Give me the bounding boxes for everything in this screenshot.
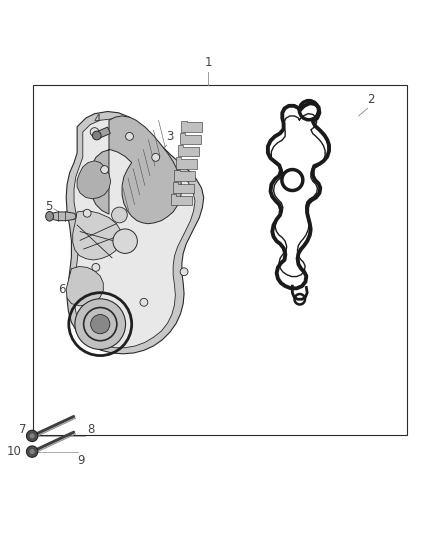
- Polygon shape: [173, 182, 194, 193]
- Circle shape: [29, 449, 35, 455]
- Text: 9: 9: [78, 454, 85, 467]
- Circle shape: [91, 314, 110, 334]
- Polygon shape: [181, 120, 202, 132]
- Polygon shape: [77, 161, 111, 199]
- Polygon shape: [95, 127, 110, 139]
- Text: 3: 3: [166, 131, 174, 143]
- Circle shape: [112, 207, 127, 223]
- Circle shape: [90, 128, 99, 136]
- Polygon shape: [49, 212, 76, 221]
- Circle shape: [180, 268, 188, 276]
- Polygon shape: [66, 111, 204, 354]
- Circle shape: [29, 433, 35, 439]
- Polygon shape: [176, 157, 197, 169]
- Polygon shape: [178, 145, 199, 157]
- Polygon shape: [89, 116, 182, 224]
- Polygon shape: [180, 133, 201, 144]
- Text: 8: 8: [87, 423, 95, 436]
- Text: 10: 10: [7, 445, 21, 458]
- Polygon shape: [74, 119, 195, 348]
- Text: 6: 6: [58, 282, 65, 296]
- Circle shape: [75, 299, 126, 350]
- Circle shape: [152, 154, 159, 161]
- Circle shape: [140, 298, 148, 306]
- Circle shape: [92, 131, 101, 140]
- Circle shape: [26, 430, 38, 441]
- Text: 4: 4: [94, 113, 101, 126]
- Text: 1: 1: [205, 56, 212, 69]
- Text: 5: 5: [45, 200, 52, 213]
- Polygon shape: [174, 169, 195, 181]
- Ellipse shape: [46, 212, 53, 221]
- Circle shape: [113, 229, 138, 253]
- Circle shape: [83, 209, 91, 217]
- Circle shape: [92, 263, 100, 271]
- Text: 2: 2: [367, 93, 374, 106]
- Polygon shape: [73, 211, 122, 260]
- Polygon shape: [171, 194, 192, 205]
- Circle shape: [92, 303, 100, 311]
- Circle shape: [126, 133, 134, 140]
- Text: 7: 7: [18, 423, 26, 436]
- Circle shape: [101, 166, 109, 174]
- Polygon shape: [66, 266, 103, 306]
- Circle shape: [26, 446, 38, 457]
- Bar: [33, 85, 407, 434]
